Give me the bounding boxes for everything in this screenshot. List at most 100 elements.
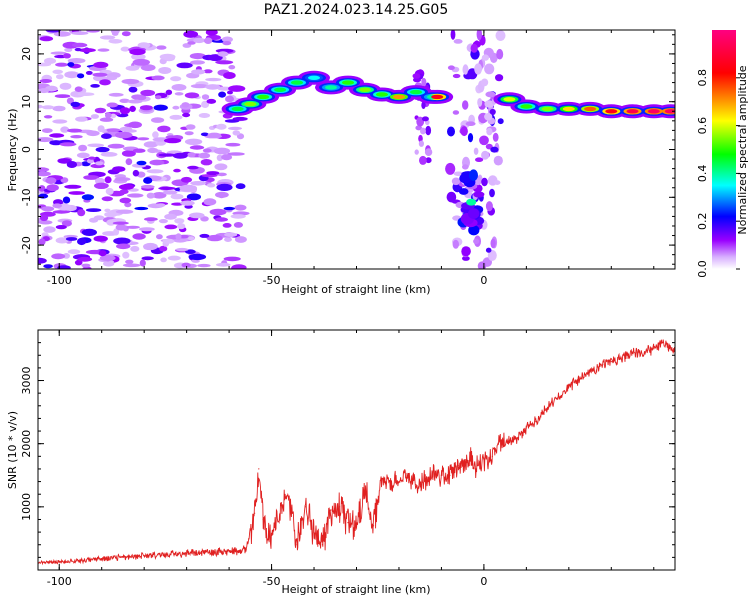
noise-speckle — [158, 67, 172, 74]
noise-speckle — [217, 51, 229, 57]
noise-speckle — [485, 247, 492, 253]
noise-speckle — [474, 63, 482, 75]
noise-speckle — [164, 224, 178, 230]
noise-speckle — [43, 57, 57, 64]
noise-speckle — [447, 65, 455, 70]
noise-speckle — [122, 263, 141, 268]
noise-speckle — [50, 51, 67, 55]
noise-speckle — [473, 238, 480, 245]
noise-speckle — [151, 75, 165, 81]
noise-speckle — [412, 73, 421, 79]
noise-speckle — [462, 64, 469, 75]
noise-speckle — [41, 105, 55, 110]
noise-speckle — [184, 131, 194, 136]
noise-speckle — [147, 147, 159, 154]
noise-speckle — [235, 183, 246, 190]
noise-speckle — [49, 133, 65, 138]
noise-speckle — [484, 63, 495, 75]
noise-speckle — [121, 31, 131, 37]
noise-speckle — [234, 236, 247, 243]
noise-speckle — [39, 214, 49, 222]
noise-speckle — [85, 208, 102, 213]
noise-speckle — [106, 128, 121, 133]
noise-speckle — [223, 72, 236, 79]
noise-speckle — [223, 256, 241, 262]
noise-speckle — [119, 126, 133, 132]
noise-speckle — [181, 262, 191, 268]
snr-point — [542, 411, 545, 413]
snr-point — [559, 395, 561, 397]
noise-speckle — [481, 78, 489, 87]
noise-speckle — [38, 62, 52, 67]
noise-speckle — [165, 89, 173, 96]
noise-speckle — [485, 91, 496, 98]
noise-speckle — [181, 102, 190, 108]
noise-speckle — [49, 140, 63, 146]
snr-point — [245, 549, 247, 551]
noise-speckle — [125, 259, 134, 264]
snr-point — [466, 462, 468, 464]
spectrogram-ylabel: Frequency (Hz) — [6, 109, 19, 192]
noise-speckle — [130, 245, 140, 252]
noise-speckle — [67, 58, 86, 64]
spectrogram-xlabel: Height of straight line (km) — [281, 283, 430, 296]
snr-point — [372, 525, 375, 527]
snr-point — [330, 509, 332, 511]
noise-speckle — [209, 208, 227, 216]
noise-speckle — [205, 84, 221, 90]
snr-line — [38, 339, 675, 566]
noise-speckle — [462, 256, 470, 261]
noise-speckle — [59, 142, 77, 147]
noise-speckle — [223, 206, 235, 211]
noise-speckle — [180, 200, 195, 206]
noise-speckle — [492, 132, 499, 142]
noise-speckle — [198, 152, 211, 159]
noise-speckle — [179, 184, 198, 192]
noise-speckle — [67, 249, 81, 255]
snr-point — [364, 490, 366, 492]
noise-speckle — [420, 127, 426, 135]
noise-speckle — [213, 147, 231, 155]
snr-point — [58, 561, 60, 563]
noise-speckle — [158, 153, 177, 157]
snr-ylabel: SNR (10 * v/v) — [6, 411, 19, 489]
noise-speckle — [67, 128, 83, 133]
noise-speckle — [205, 77, 222, 82]
noise-speckle — [184, 204, 193, 209]
ridge-point — [291, 80, 303, 85]
noise-speckle — [38, 167, 50, 172]
ridge-point — [244, 101, 257, 107]
snr-point — [627, 354, 629, 356]
noise-speckle — [187, 41, 196, 45]
noise-speckle — [99, 35, 116, 40]
noise-speckle — [158, 186, 176, 190]
noise-speckle — [157, 125, 171, 133]
noise-speckle — [77, 92, 95, 96]
noise-speckle — [105, 112, 112, 119]
snr-point — [602, 364, 604, 366]
noise-speckle — [104, 211, 118, 218]
noise-speckle — [104, 176, 112, 184]
snr-point — [525, 427, 528, 429]
noise-speckle — [185, 124, 196, 130]
noise-speckle — [93, 61, 109, 68]
secondary-signal — [459, 173, 472, 184]
noise-speckle — [75, 116, 88, 122]
noise-speckle — [490, 146, 499, 153]
noise-speckle — [159, 245, 168, 252]
noise-speckle — [475, 157, 484, 162]
noise-speckle — [496, 48, 504, 60]
ridge-point — [520, 104, 533, 109]
noise-speckle — [95, 146, 110, 153]
secondary-signal — [469, 169, 478, 181]
noise-speckle — [139, 227, 155, 232]
noise-speckle — [170, 193, 184, 200]
noise-speckle — [228, 85, 246, 92]
noise-speckle — [62, 196, 71, 204]
snr-point — [423, 481, 425, 483]
noise-speckle — [221, 36, 233, 43]
snr-point — [389, 484, 392, 486]
noise-speckle — [38, 137, 54, 143]
noise-speckle — [461, 246, 471, 257]
